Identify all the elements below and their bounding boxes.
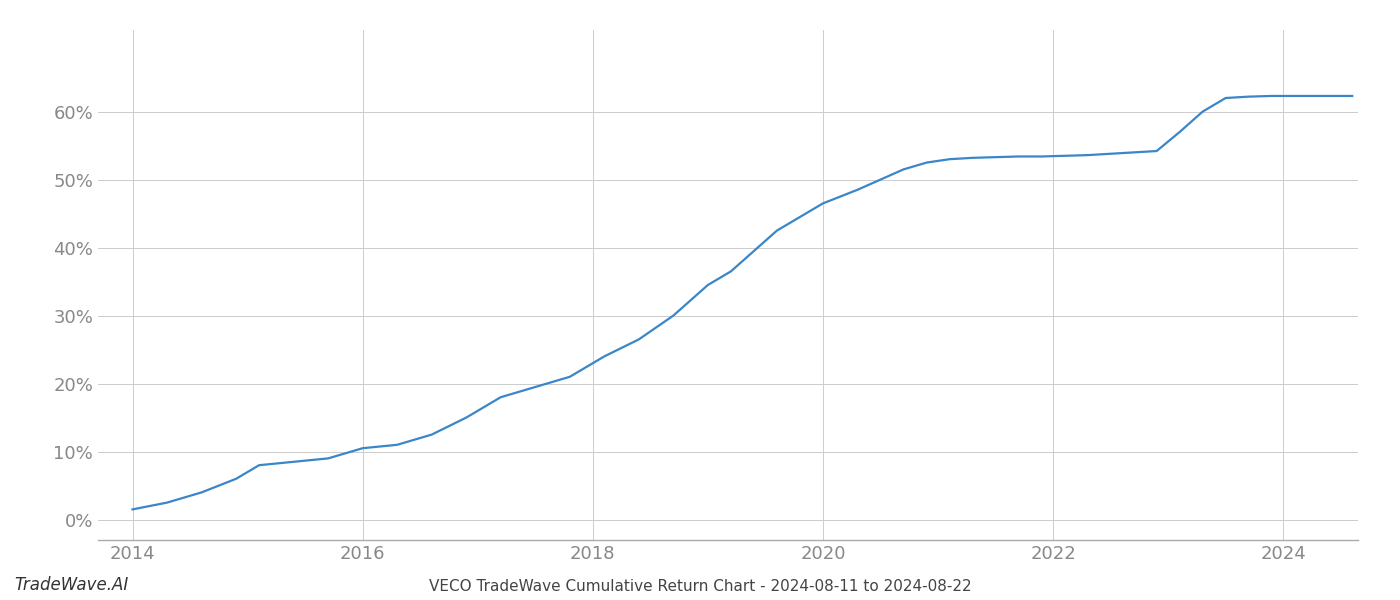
- Text: VECO TradeWave Cumulative Return Chart - 2024-08-11 to 2024-08-22: VECO TradeWave Cumulative Return Chart -…: [428, 579, 972, 594]
- Text: TradeWave.AI: TradeWave.AI: [14, 576, 129, 594]
